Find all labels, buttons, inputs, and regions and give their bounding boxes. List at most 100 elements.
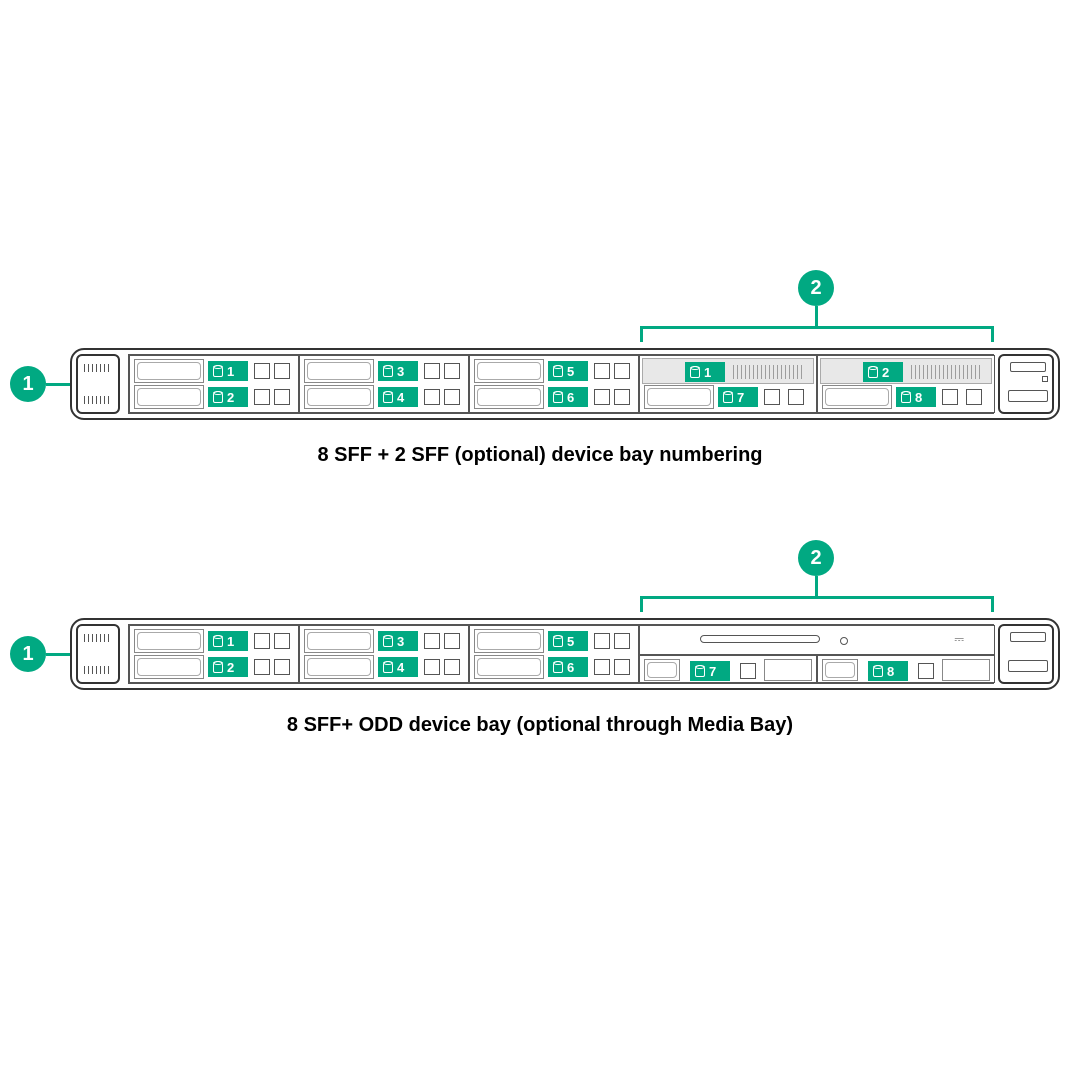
bay-col2: 3 4 — [299, 625, 469, 683]
bay-sq-1b — [274, 363, 290, 379]
bay-col1: 1 2 — [129, 355, 299, 413]
bay-label-3: 3 — [378, 361, 418, 381]
bay-number: 7 — [709, 664, 716, 679]
disk-icon — [553, 391, 563, 403]
disk-icon — [695, 665, 705, 677]
bay-sq-2b — [274, 389, 290, 405]
callout-2-right-drop — [991, 326, 994, 342]
bay-label-2: 2 — [208, 657, 248, 677]
disk-icon — [868, 366, 878, 378]
disk-icon — [213, 365, 223, 377]
bay-col2: 3 4 — [299, 355, 469, 413]
bay-label-1: 1 — [208, 361, 248, 381]
bay-number: 3 — [397, 364, 404, 379]
bay-number: 4 — [397, 390, 404, 405]
tray-1 — [134, 359, 204, 383]
bay-number: 4 — [397, 660, 404, 675]
disk-icon — [723, 391, 733, 403]
disk-icon — [873, 665, 883, 677]
odd-tray-slot — [700, 635, 820, 643]
odd-media-bay: ⎓ — [639, 625, 995, 655]
callout-2-badge: 2 — [798, 270, 834, 306]
disk-icon — [383, 635, 393, 647]
chassis-1: 1 2 3 — [70, 348, 1060, 420]
bay-number: 1 — [227, 634, 234, 649]
disk-icon — [553, 661, 563, 673]
bay-label-5: 5 — [548, 361, 588, 381]
callout-2-badge: 2 — [798, 540, 834, 576]
bay-number: 5 — [567, 364, 574, 379]
callout-2-number: 2 — [810, 277, 821, 300]
bay-sq-1a — [254, 363, 270, 379]
bay-label-3: 3 — [378, 631, 418, 651]
bay-label-opt2: 2 — [863, 362, 903, 382]
bay-label-1: 1 — [208, 631, 248, 651]
bay-col4: 7 — [639, 655, 817, 683]
bay-number: 1 — [704, 365, 711, 380]
tray-2 — [134, 385, 204, 409]
bay-number: 6 — [567, 660, 574, 675]
callout-1-line — [46, 383, 70, 386]
bay-area: 1 2 3 4 — [128, 624, 994, 684]
optional-slot-2: 2 — [820, 358, 992, 384]
bay-number: 8 — [915, 390, 922, 405]
disk-icon — [213, 391, 223, 403]
chassis-2: 1 2 3 4 — [70, 618, 1060, 690]
caption-2: 8 SFF+ ODD device bay (optional through … — [0, 714, 1080, 737]
disk-icon — [213, 635, 223, 647]
caption-1: 8 SFF + 2 SFF (optional) device bay numb… — [0, 444, 1080, 467]
bay-col3: 5 6 — [469, 355, 639, 413]
callout-1-badge: 1 — [10, 366, 46, 402]
bay-number: 7 — [737, 390, 744, 405]
io-port-2 — [1008, 390, 1048, 402]
bay-number: 1 — [227, 364, 234, 379]
callout-2-stem — [815, 306, 818, 326]
disk-icon — [213, 661, 223, 673]
left-ear-vents — [84, 364, 112, 372]
disk-icon — [383, 661, 393, 673]
io-port-1 — [1010, 362, 1046, 372]
bay-label-4: 4 — [378, 387, 418, 407]
bay-label-8: 8 — [868, 661, 908, 681]
bay-number: 2 — [227, 660, 234, 675]
usb-icon: ⎓ — [954, 632, 964, 647]
bay-col1: 1 2 — [129, 625, 299, 683]
bay-number: 2 — [882, 365, 889, 380]
bay-number: 3 — [397, 634, 404, 649]
bay-label-6: 6 — [548, 657, 588, 677]
bay-col4: 1 7 — [639, 355, 817, 413]
disk-icon — [553, 635, 563, 647]
optional-slot-1: 1 — [642, 358, 814, 384]
bay-label-7: 7 — [718, 387, 758, 407]
bay-label-4: 4 — [378, 657, 418, 677]
left-ear — [76, 624, 120, 684]
left-ear — [76, 354, 120, 414]
disk-icon — [901, 391, 911, 403]
callout-2-number: 2 — [810, 547, 821, 570]
bay-label-8: 8 — [896, 387, 936, 407]
bay-number: 8 — [887, 664, 894, 679]
bay-col5: 2 8 — [817, 355, 995, 413]
disk-icon — [383, 391, 393, 403]
callout-1-number: 1 — [22, 373, 33, 396]
bay-number: 2 — [227, 390, 234, 405]
disk-icon — [553, 365, 563, 377]
bay-number: 5 — [567, 634, 574, 649]
bay-label-5: 5 — [548, 631, 588, 651]
bay-label-2: 2 — [208, 387, 248, 407]
right-io-panel — [998, 624, 1054, 684]
bay-number: 6 — [567, 390, 574, 405]
disk-icon — [690, 366, 700, 378]
bay-label-6: 6 — [548, 387, 588, 407]
bay-col3: 5 6 — [469, 625, 639, 683]
bay-sq-2a — [254, 389, 270, 405]
disk-icon — [383, 365, 393, 377]
bay-col5: 8 — [817, 655, 995, 683]
callout-2-left-drop — [640, 326, 643, 342]
right-io-panel — [998, 354, 1054, 414]
callout-1-number: 1 — [22, 643, 33, 666]
left-ear-vents2 — [84, 396, 112, 404]
bay-label-7: 7 — [690, 661, 730, 681]
callout-1-badge: 1 — [10, 636, 46, 672]
callout-2-bar — [640, 326, 994, 329]
